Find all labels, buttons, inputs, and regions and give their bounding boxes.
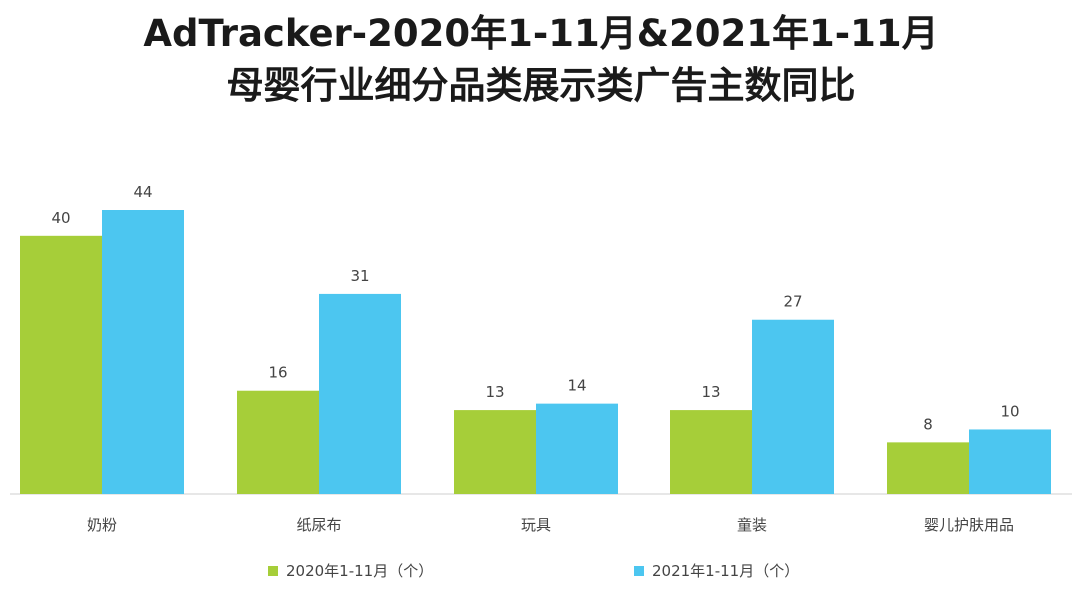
bar-2020-4 [887, 442, 969, 494]
bar-2021-0 [102, 210, 184, 494]
data-label-2021-4: 10 [1000, 402, 1019, 420]
legend-swatch-2020 [268, 565, 278, 576]
bar-2021-1 [319, 293, 401, 494]
data-label-2021-3: 27 [783, 293, 802, 311]
bar-2021-3 [752, 319, 834, 494]
bar-2020-1 [237, 390, 319, 494]
x-tick-label-1: 纸尿布 [296, 516, 341, 534]
data-label-2020-0: 40 [51, 209, 70, 227]
data-label-2020-2: 13 [485, 383, 504, 401]
bar-2021-4 [969, 429, 1051, 494]
legend-swatch-2021 [634, 565, 644, 576]
x-tick-label-4: 婴儿护肤用品 [924, 516, 1014, 534]
x-tick-label-2: 玩具 [521, 516, 551, 534]
legend: 2020年1-11月（个） 2021年1-11月（个） [0, 560, 1082, 586]
bar-2020-0 [20, 235, 102, 494]
chart-title-block: AdTracker-2020年1-11月&2021年1-11月 母婴行业细分品类… [0, 8, 1082, 112]
data-label-2020-4: 8 [923, 415, 933, 433]
x-tick-label-0: 奶粉 [87, 516, 117, 534]
data-label-2021-1: 31 [350, 267, 369, 285]
chart-subtitle: 母婴行业细分品类展示类广告主数同比 [226, 64, 856, 107]
legend-item-2020: 2020年1-11月（个） [268, 560, 433, 581]
bar-2020-3 [670, 410, 752, 494]
bar-2020-2 [454, 410, 536, 494]
chart-title: AdTracker-2020年1-11月&2021年1-11月 [143, 12, 939, 55]
x-tick-label-3: 童装 [737, 516, 767, 534]
data-label-2020-1: 16 [268, 364, 287, 382]
legend-label-2020: 2020年1-11月（个） [286, 562, 434, 580]
data-label-2021-0: 44 [133, 183, 152, 201]
legend-label-2021: 2021年1-11月（个） [652, 562, 800, 580]
data-label-2021-2: 14 [567, 377, 586, 395]
data-label-2020-3: 13 [701, 383, 720, 401]
legend-item-2021: 2021年1-11月（个） [634, 560, 799, 581]
bar-2021-2 [536, 403, 618, 494]
